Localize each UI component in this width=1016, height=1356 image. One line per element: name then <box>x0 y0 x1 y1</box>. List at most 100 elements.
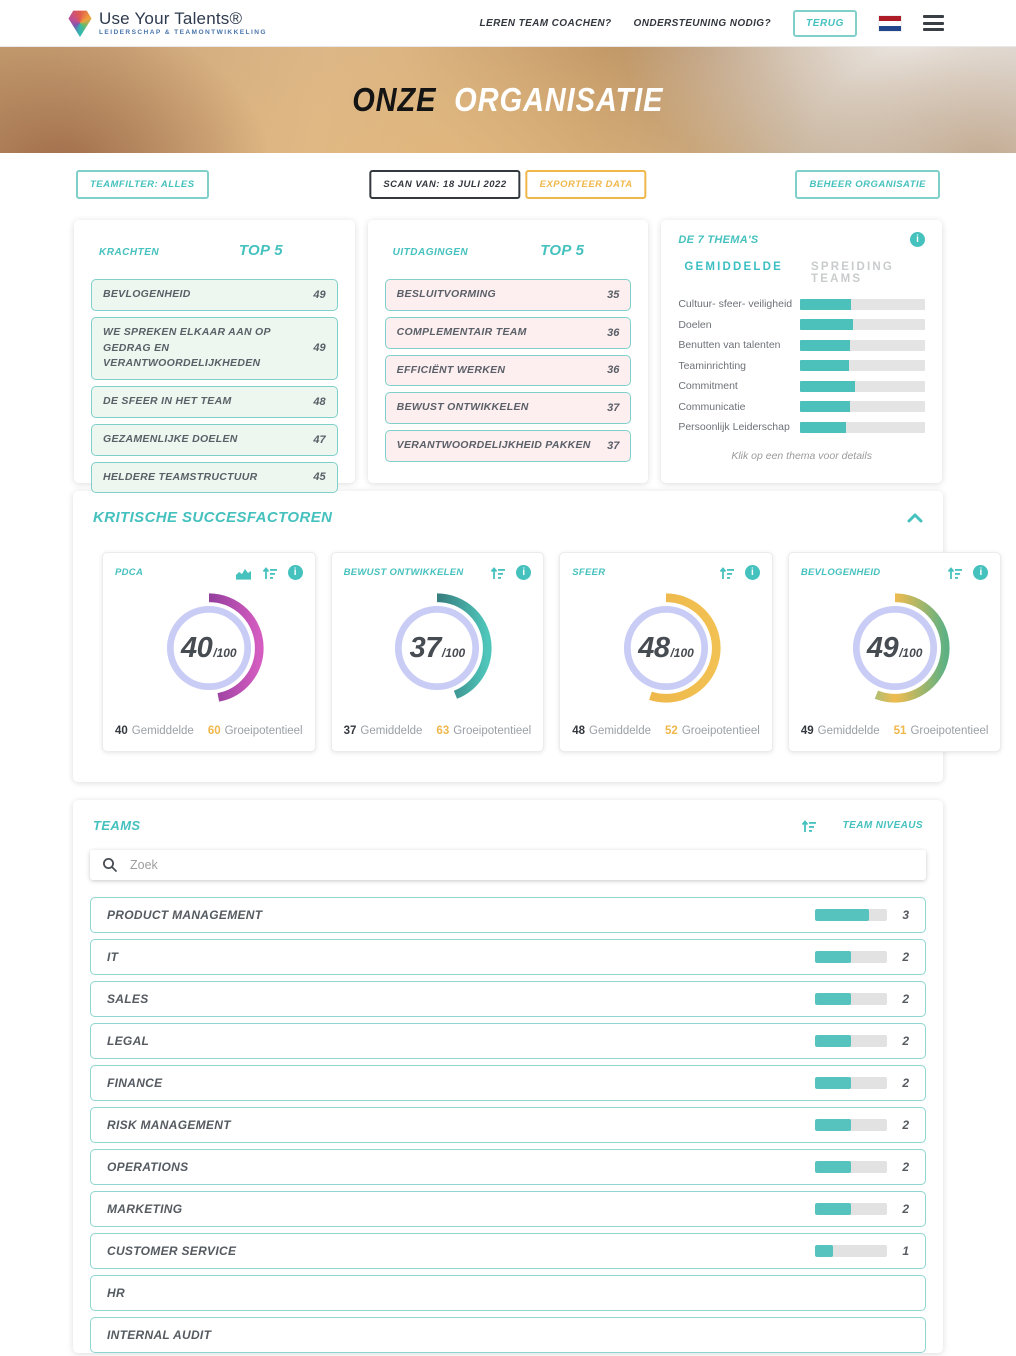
team-name: CUSTOMER SERVICE <box>107 1244 237 1258</box>
nav-link-ondersteuning-nodig[interactable]: ONDERSTEUNING NODIG? <box>633 17 771 29</box>
hamburger-menu-icon[interactable] <box>923 15 944 31</box>
thema-bar-row[interactable]: Commitment <box>678 380 925 392</box>
uitdagingen-label: UITDAGINGEN <box>392 247 469 258</box>
team-level-fill <box>815 993 851 1005</box>
groeipotentieel-value: 63 <box>436 725 450 737</box>
team-row[interactable]: INTERNAL AUDIT <box>90 1317 926 1353</box>
tab-spreiding-teams[interactable]: SPREIDING TEAMS <box>811 261 895 285</box>
krachten-list-item[interactable]: GEZAMENLIJKE DOELEN 47 <box>91 423 338 456</box>
sort-icon[interactable] <box>947 566 963 580</box>
thema-bar-row[interactable]: Cultuur- sfeer- veiligheid <box>678 298 925 310</box>
team-level-track <box>815 1035 887 1047</box>
uitdagingen-list-item[interactable]: VERANTWOORDELIJKHEID PAKKEN 37 <box>384 430 632 462</box>
thema-bar-track <box>800 401 925 412</box>
team-row[interactable]: HR <box>90 1275 926 1311</box>
krachten-item-name: HELDERE TEAMSTRUCTUUR <box>103 470 258 483</box>
uitdagingen-top5-title: TOP 5 <box>540 242 585 259</box>
team-level-fill <box>815 951 851 963</box>
team-level-count: 2 <box>902 1160 909 1174</box>
terug-button[interactable]: TERUG <box>793 9 857 37</box>
nav-link-leren-team-coachen[interactable]: LEREN TEAM COACHEN? <box>479 17 612 29</box>
krachten-label: KRACHTEN <box>99 247 160 258</box>
team-level-fill <box>815 1161 851 1173</box>
thema-bar-row[interactable]: Persoonlijk Leiderschap <box>678 421 925 433</box>
uitdagingen-list-item[interactable]: BEWUST ONTWIKKELEN 37 <box>384 392 632 424</box>
filter-row: TEAMFILTER: ALLES SCAN VAN: 18 JULI 2022… <box>76 170 940 199</box>
team-niveaus-label[interactable]: TEAM NIVEAUS <box>842 820 923 831</box>
uitdagingen-list-item[interactable]: BESLUITVORMING 35 <box>384 279 632 311</box>
krachten-list-item[interactable]: DE SFEER IN HET TEAM 48 <box>91 386 338 418</box>
sort-icon[interactable] <box>719 566 735 580</box>
teamfilter-button[interactable]: TEAMFILTER: ALLES <box>76 170 209 199</box>
gauge-arc <box>611 593 721 703</box>
chart-icon[interactable] <box>235 566 252 580</box>
team-level-track <box>815 909 887 921</box>
team-name: OPERATIONS <box>107 1160 189 1174</box>
teams-panel: TEAMS TEAM NIVEAUS PRODUCT MANAGEMENT 3 … <box>73 800 943 1353</box>
info-icon[interactable]: i <box>973 565 989 580</box>
sort-icon[interactable] <box>490 566 506 580</box>
groeipotentieel-label: Groeipotentieel <box>453 725 532 737</box>
info-icon[interactable]: i <box>287 565 303 580</box>
team-search <box>90 850 926 880</box>
thema-bar-row[interactable]: Benutten van talenten <box>678 339 925 351</box>
thema-bar-row[interactable]: Doelen <box>678 319 925 331</box>
team-row[interactable]: OPERATIONS 2 <box>90 1149 926 1185</box>
exporteer-data-button[interactable]: EXPORTEER DATA <box>525 170 647 199</box>
team-level-meta: 3 <box>815 908 909 922</box>
krachten-list-item[interactable]: BEVLOGENHEID 49 <box>91 279 338 311</box>
team-name: MARKETING <box>107 1202 183 1216</box>
groeipotentieel-value: 60 <box>207 725 221 737</box>
logo[interactable]: Use Your Talents® LEIDERSCHAP & TEAMONTW… <box>68 9 267 37</box>
krachten-item-value: 48 <box>313 395 326 408</box>
info-icon[interactable]: i <box>909 232 925 247</box>
thema-bar-row[interactable]: Communicatie <box>678 401 925 413</box>
team-level-fill <box>815 1203 851 1215</box>
thema-bar-fill <box>800 380 856 392</box>
gemiddelde-label: Gemiddelde <box>360 725 423 737</box>
team-name: SALES <box>107 992 149 1006</box>
krachten-item-value: 47 <box>313 433 326 446</box>
krachten-card: KRACHTEN TOP 5 BEVLOGENHEID 49 WE SPREKE… <box>74 220 355 494</box>
team-row[interactable]: RISK MANAGEMENT 2 <box>90 1107 926 1143</box>
gauge: 48 /100 <box>608 590 724 706</box>
krachten-list-item[interactable]: HELDERE TEAMSTRUCTUUR 45 <box>91 461 338 494</box>
uitdagingen-list-item[interactable]: COMPLEMENTAIR TEAM 36 <box>384 316 632 349</box>
logo-gem-icon <box>68 10 92 37</box>
team-row[interactable]: LEGAL 2 <box>90 1023 926 1059</box>
thema-bar-fill <box>800 421 847 433</box>
team-row[interactable]: MARKETING 2 <box>90 1191 926 1227</box>
beheer-organisatie-button[interactable]: BEHEER ORGANISATIE <box>795 170 940 199</box>
team-row[interactable]: PRODUCT MANAGEMENT 3 <box>90 897 926 933</box>
info-icon[interactable]: i <box>516 565 532 580</box>
team-row[interactable]: FINANCE 2 <box>90 1065 926 1101</box>
chevron-up-icon[interactable] <box>907 513 923 523</box>
team-level-meta: 2 <box>815 1076 909 1090</box>
thema-bar-fill <box>800 360 849 371</box>
team-row[interactable]: IT 2 <box>90 939 926 975</box>
krachten-list-item[interactable]: WE SPREKEN ELKAAR AAN OP GEDRAG EN VERAN… <box>91 316 338 380</box>
uitdagingen-item-value: 35 <box>607 288 620 301</box>
gauge-inner-ring <box>852 605 937 691</box>
team-level-track <box>815 1245 887 1257</box>
info-icon[interactable]: i <box>744 565 760 580</box>
uitdagingen-list-item[interactable]: EFFICIËNT WERKEN 36 <box>384 354 632 387</box>
sort-icon[interactable] <box>262 566 278 580</box>
scan-date-button[interactable]: SCAN VAN: 18 JULI 2022 <box>369 170 521 199</box>
search-icon <box>102 857 118 873</box>
tab-gemiddelde[interactable]: GEMIDDELDE <box>684 261 783 273</box>
gauge-card: SFEER i 48 /100 <box>559 552 773 752</box>
gauge-denominator: /100 <box>213 646 237 660</box>
dutch-flag-icon[interactable] <box>879 15 901 31</box>
thema-bar-row[interactable]: Teaminrichting <box>678 360 925 372</box>
team-row[interactable]: SALES 2 <box>90 981 926 1017</box>
team-level-count: 1 <box>902 1244 909 1258</box>
themas-note: Klik op een thema voor details <box>731 450 872 462</box>
team-name: HR <box>107 1286 125 1300</box>
thema-bar-fill <box>800 298 852 310</box>
groeipotentieel-stat: 63 Groeipotentieel <box>436 725 531 737</box>
gauge-score: 37 <box>409 631 442 664</box>
search-input[interactable] <box>130 858 914 872</box>
sort-icon[interactable] <box>801 819 817 833</box>
team-row[interactable]: CUSTOMER SERVICE 1 <box>90 1233 926 1269</box>
